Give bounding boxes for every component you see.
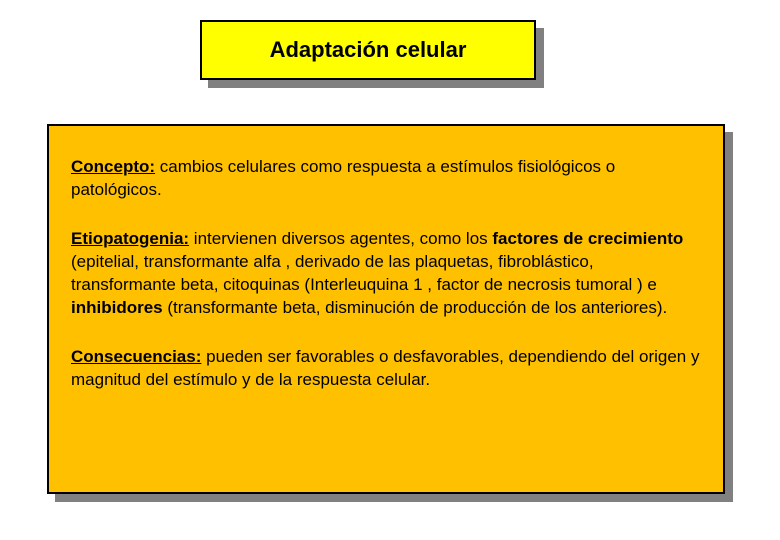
content-box: Concepto: cambios celulares como respues… bbox=[47, 124, 725, 494]
title-box: Adaptación celular bbox=[200, 20, 536, 80]
section-etiopatogenia: Etiopatogenia: intervienen diversos agen… bbox=[71, 228, 701, 320]
title-text: Adaptación celular bbox=[270, 37, 467, 63]
section-concepto: Concepto: cambios celulares como respues… bbox=[71, 156, 701, 202]
etiopatogenia-label: Etiopatogenia: bbox=[71, 229, 189, 248]
section-consecuencias: Consecuencias: pueden ser favorables o d… bbox=[71, 346, 701, 392]
etiopatogenia-bold1: factores de crecimiento bbox=[492, 229, 683, 248]
concepto-label: Concepto: bbox=[71, 157, 155, 176]
etiopatogenia-mid: (epitelial, transformante alfa , derivad… bbox=[71, 252, 657, 294]
etiopatogenia-post: (transformante beta, disminución de prod… bbox=[163, 298, 668, 317]
consecuencias-label: Consecuencias: bbox=[71, 347, 201, 366]
etiopatogenia-bold2: inhibidores bbox=[71, 298, 163, 317]
etiopatogenia-pre: intervienen diversos agentes, como los bbox=[189, 229, 492, 248]
